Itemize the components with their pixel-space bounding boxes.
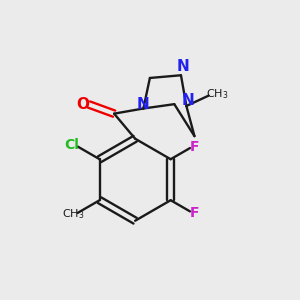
Text: F: F bbox=[190, 206, 199, 220]
Text: N: N bbox=[182, 93, 194, 108]
Text: O: O bbox=[76, 97, 89, 112]
Text: Cl: Cl bbox=[64, 138, 79, 152]
Text: F: F bbox=[190, 140, 199, 154]
Text: CH$_3$: CH$_3$ bbox=[206, 87, 229, 101]
Text: CH$_3$: CH$_3$ bbox=[62, 207, 85, 221]
Text: N: N bbox=[176, 59, 189, 74]
Text: N: N bbox=[137, 97, 150, 112]
